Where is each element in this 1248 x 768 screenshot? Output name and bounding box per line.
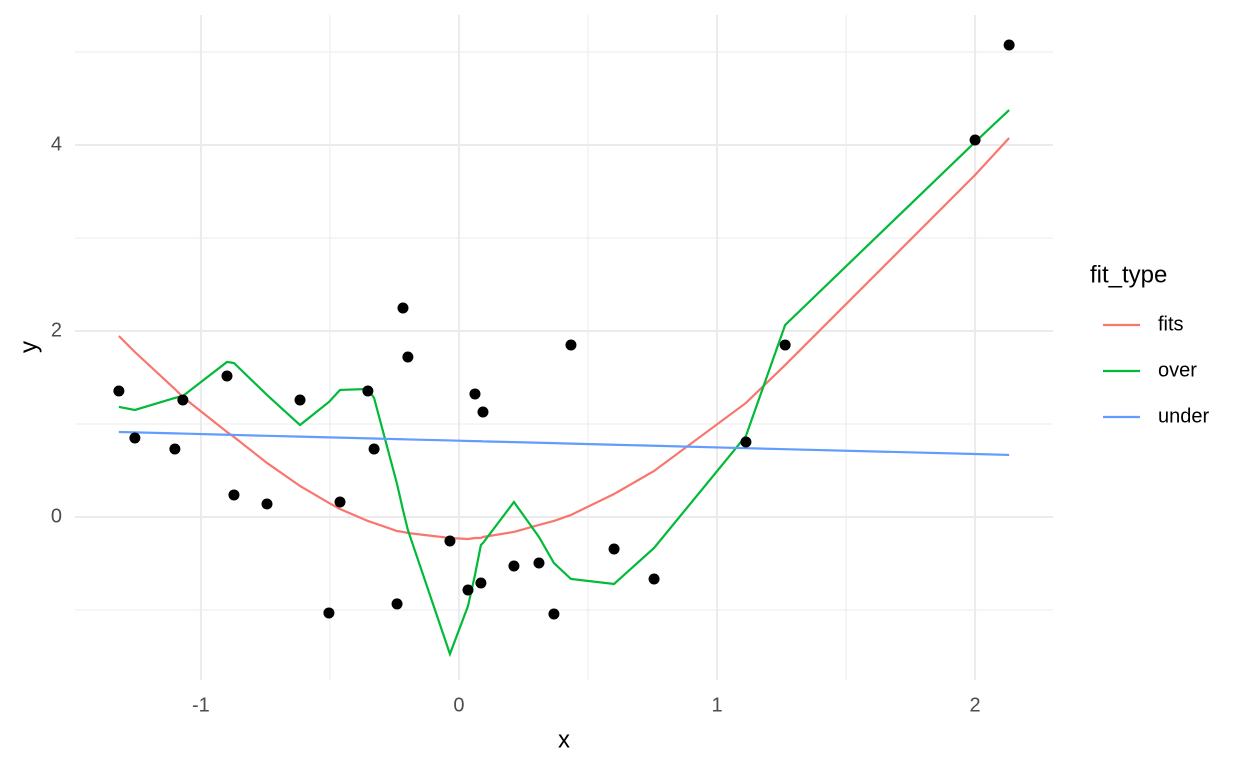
line-fits: [118, 137, 1010, 541]
point: [740, 436, 752, 448]
point: [228, 489, 240, 501]
point: [368, 443, 380, 455]
y-tick-label: 4: [51, 133, 62, 155]
point: [402, 351, 414, 363]
point: [113, 385, 125, 397]
point: [462, 584, 474, 596]
point: [397, 302, 409, 314]
point: [362, 385, 374, 397]
legend-label: under: [1158, 405, 1209, 427]
x-axis-title: x: [558, 726, 570, 753]
point: [294, 394, 306, 406]
line-under: [118, 430, 1010, 457]
point: [1003, 39, 1015, 51]
x-tick-label: 0: [453, 694, 464, 716]
point: [648, 573, 660, 585]
x-tick-label: 2: [970, 694, 981, 716]
legend-title: fit_type: [1090, 261, 1167, 288]
x-tick-label: -1: [192, 694, 210, 716]
point: [391, 598, 403, 610]
point: [779, 339, 791, 351]
y-tick-label: 0: [51, 505, 62, 527]
point: [261, 498, 273, 510]
point: [475, 577, 487, 589]
x-tick-label: 1: [711, 694, 722, 716]
point: [221, 370, 233, 382]
y-axis-title: y: [15, 341, 42, 353]
line-over: [118, 109, 1010, 658]
point: [548, 608, 560, 620]
legend-label: over: [1158, 359, 1197, 381]
point: [169, 443, 181, 455]
point: [177, 394, 189, 406]
point: [477, 406, 489, 418]
point: [334, 496, 346, 508]
point: [608, 543, 620, 555]
point: [565, 339, 577, 351]
y-tick-label: 2: [51, 319, 62, 341]
point: [444, 535, 456, 547]
point: [323, 607, 335, 619]
point: [129, 432, 141, 444]
point: [533, 557, 545, 569]
point: [469, 388, 481, 400]
point: [508, 560, 520, 572]
point: [969, 134, 981, 146]
legend-label: fits: [1158, 313, 1184, 335]
